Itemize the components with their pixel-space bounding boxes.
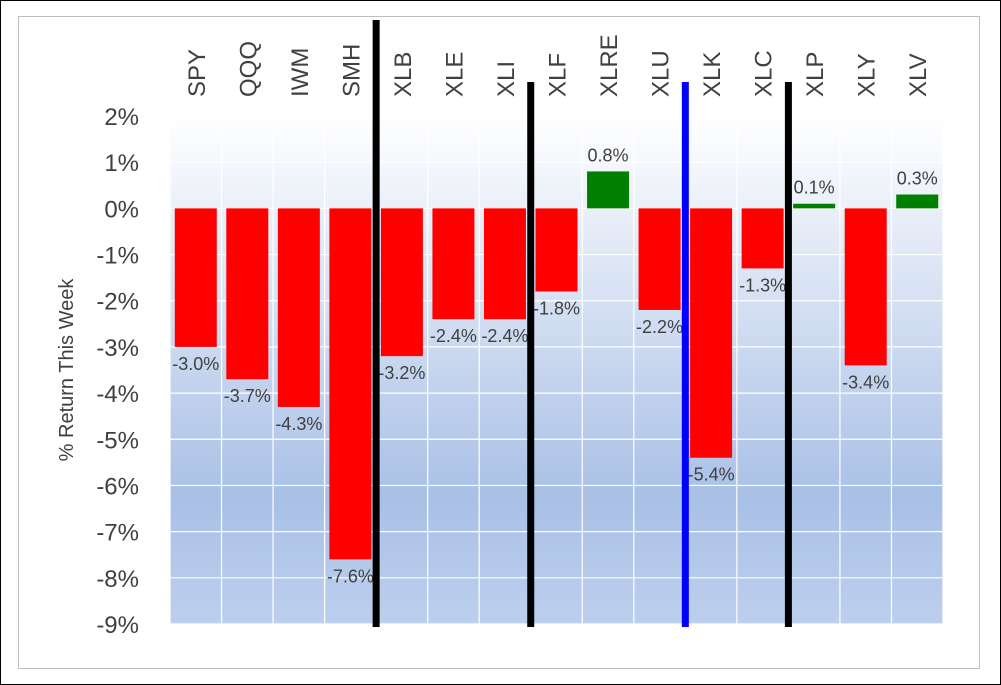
category-label: XLV <box>905 53 932 97</box>
category-label: XLI <box>493 61 520 97</box>
bar <box>277 208 320 407</box>
data-label: -2.2% <box>636 317 683 337</box>
bar <box>226 208 269 380</box>
data-label: -2.4% <box>430 326 477 346</box>
bar <box>174 208 217 347</box>
y-tick-label: -1% <box>96 243 139 270</box>
category-label: XLU <box>648 50 675 97</box>
y-tick-label: 1% <box>104 150 139 177</box>
category-label: XLK <box>699 52 726 97</box>
category-label: XLC <box>751 50 778 97</box>
bar <box>741 208 784 269</box>
category-label: IWM <box>287 48 314 97</box>
y-tick-label: 2% <box>104 104 139 131</box>
bar <box>638 208 681 310</box>
y-tick-label: -7% <box>96 520 139 547</box>
data-label: 0.3% <box>897 169 938 189</box>
category-label: XLF <box>545 53 572 97</box>
data-label: -1.3% <box>739 275 786 295</box>
y-tick-label: -2% <box>96 289 139 316</box>
category-label: XLP <box>802 52 829 97</box>
category-label: XLRE <box>596 34 623 97</box>
data-label: -4.3% <box>275 414 322 434</box>
data-label: -5.4% <box>688 465 735 485</box>
data-label: -3.2% <box>378 363 425 383</box>
data-label: -7.6% <box>327 566 374 586</box>
y-tick-label: -4% <box>96 381 139 408</box>
y-tick-label: -3% <box>96 335 139 362</box>
y-tick-label: -6% <box>96 473 139 500</box>
y-tick-label: 0% <box>104 196 139 223</box>
bar <box>587 171 630 209</box>
bar <box>483 208 526 320</box>
data-label: 0.8% <box>588 145 629 165</box>
y-tick-label: -8% <box>96 566 139 593</box>
bar <box>380 208 423 357</box>
bar <box>896 194 939 209</box>
category-label: XLE <box>441 52 468 97</box>
bar <box>844 208 887 366</box>
data-label: -3.0% <box>172 354 219 374</box>
y-tick-label: -5% <box>96 427 139 454</box>
bar <box>432 208 475 320</box>
data-label: -2.4% <box>481 326 528 346</box>
category-label: SPY <box>184 49 211 97</box>
category-label: XLB <box>390 52 417 97</box>
data-label: 0.1% <box>794 178 835 198</box>
category-label: XLY <box>854 53 881 97</box>
category-label: SMH <box>338 44 365 97</box>
data-label: -3.4% <box>842 372 889 392</box>
bar <box>690 208 733 458</box>
data-label: -3.7% <box>224 386 271 406</box>
bar <box>535 208 578 292</box>
data-label: -1.8% <box>533 298 580 318</box>
y-tick-label: -9% <box>96 612 139 639</box>
y-axis-label: % Return This Week <box>56 278 78 462</box>
category-label: QQQ <box>235 41 262 97</box>
bar <box>329 208 372 560</box>
bar <box>793 203 836 209</box>
